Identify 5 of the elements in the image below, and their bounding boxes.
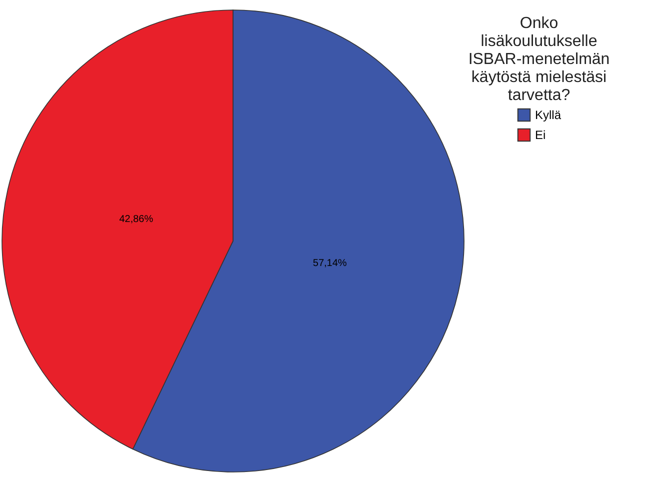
data-label: 57,14% [312, 258, 347, 270]
legend-title: Onko lisäkoulutukselle ISBAR-menetelmän käytöstä mielestäsi tarvetta? [468, 15, 610, 104]
legend-label: Kyllä [535, 108, 562, 122]
legend-label: Ei [535, 128, 546, 142]
data-label: 42,86% [119, 214, 154, 225]
